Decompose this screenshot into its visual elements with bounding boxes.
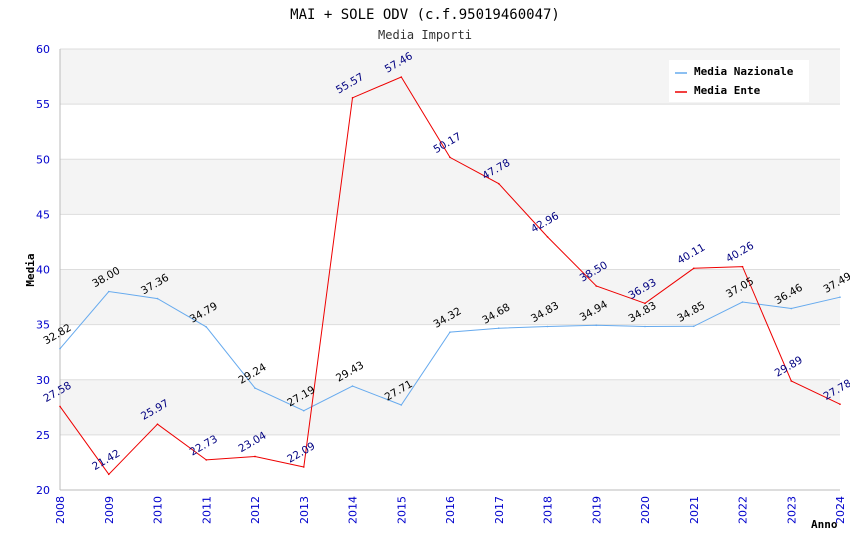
- data-point: [254, 387, 256, 389]
- data-point: [205, 326, 207, 328]
- x-tick-label: 2023: [785, 496, 798, 524]
- data-point: [839, 403, 841, 405]
- grid-band: [60, 380, 840, 435]
- data-point: [157, 423, 159, 425]
- data-point: [498, 327, 500, 329]
- data-point: [108, 474, 110, 476]
- data-point: [693, 267, 695, 269]
- x-tick-label: 2012: [249, 496, 262, 524]
- data-point: [352, 97, 354, 99]
- x-tick-label: 2019: [590, 496, 603, 524]
- x-tick-label: 2011: [200, 496, 213, 524]
- x-tick-label: 2015: [395, 496, 408, 524]
- data-point: [303, 466, 305, 468]
- x-tick-label: 2014: [347, 496, 360, 524]
- y-tick-label: 40: [36, 264, 50, 277]
- data-point: [742, 266, 744, 268]
- data-point: [254, 456, 256, 458]
- chart-title: MAI + SOLE ODV (c.f.95019460047): [290, 7, 560, 23]
- data-point: [498, 183, 500, 185]
- x-tick-label: 2016: [444, 496, 457, 524]
- data-point: [839, 296, 841, 298]
- grid-band: [60, 159, 840, 214]
- grid-band: [60, 104, 840, 159]
- y-tick-label: 30: [36, 374, 50, 387]
- data-point: [790, 308, 792, 310]
- y-tick-label: 35: [36, 319, 50, 332]
- x-tick-label: 2013: [298, 496, 311, 524]
- x-tick-label: 2021: [688, 496, 701, 524]
- legend: Media Nazionale Media Ente: [669, 60, 809, 102]
- data-point: [547, 236, 549, 238]
- grid-band: [60, 435, 840, 490]
- data-point: [644, 326, 646, 328]
- data-point: [205, 459, 207, 461]
- data-point: [547, 326, 549, 328]
- data-point: [400, 404, 402, 406]
- x-tick-label: 2010: [152, 496, 165, 524]
- data-point: [157, 298, 159, 300]
- x-tick-label: 2017: [493, 496, 506, 524]
- x-tick-label: 2018: [542, 496, 555, 524]
- chart-subtitle: Media Importi: [378, 28, 472, 42]
- data-point: [790, 380, 792, 382]
- data-point: [400, 76, 402, 78]
- x-axis-label: Anno: [811, 518, 838, 531]
- data-point: [449, 331, 451, 333]
- y-tick-label: 20: [36, 484, 50, 497]
- y-tick-label: 25: [36, 429, 50, 442]
- legend-label-media-ente: Media Ente: [694, 84, 761, 97]
- legend-label-media-nazionale: Media Nazionale: [694, 65, 794, 78]
- y-tick-label: 60: [36, 43, 50, 56]
- grid-band: [60, 214, 840, 269]
- data-point: [108, 291, 110, 293]
- y-axis-label: Media: [24, 253, 37, 286]
- data-point: [693, 325, 695, 327]
- x-tick-label: 2009: [103, 496, 116, 524]
- y-tick-label: 50: [36, 153, 50, 166]
- data-point: [352, 385, 354, 387]
- y-tick-label: 45: [36, 208, 50, 221]
- x-tick-label: 2022: [737, 496, 750, 524]
- x-tick-label: 2020: [639, 496, 652, 524]
- data-point: [742, 301, 744, 303]
- x-tick-label: 2008: [54, 496, 67, 524]
- data-point: [595, 324, 597, 326]
- data-point: [59, 406, 61, 408]
- data-point: [595, 285, 597, 287]
- data-point: [449, 157, 451, 159]
- y-tick-label: 55: [36, 98, 50, 111]
- data-point: [59, 348, 61, 350]
- data-point: [303, 410, 305, 412]
